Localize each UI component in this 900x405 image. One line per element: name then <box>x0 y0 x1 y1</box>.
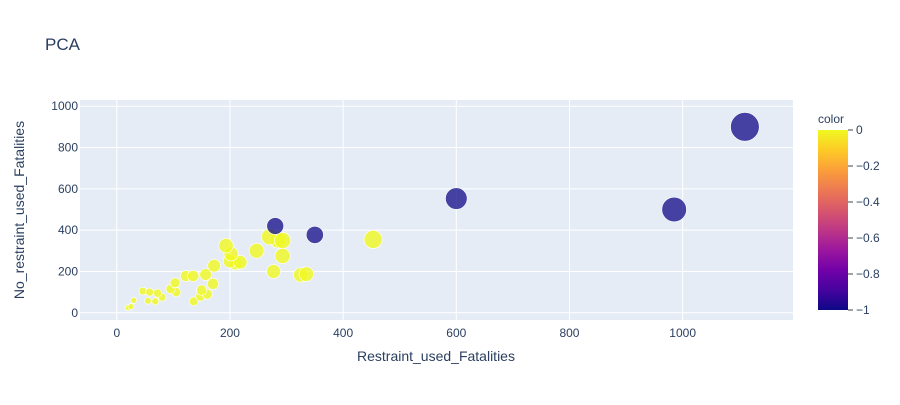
data-point-9 <box>274 232 291 249</box>
y-tick-label-0: 0 <box>71 306 78 320</box>
y-axis-ticks: 0 200 400 600 800 1000 <box>51 99 78 320</box>
x-tick-label-0: 0 <box>113 326 120 340</box>
data-point-2 <box>445 187 468 210</box>
y-tick-label-3: 600 <box>58 182 78 196</box>
x-tick-label-5: 1000 <box>669 326 696 340</box>
y-tick-label-1: 200 <box>58 264 78 278</box>
colorbar-tick-label-3: −0.6 <box>856 231 880 245</box>
x-tick-label-1: 200 <box>220 326 240 340</box>
colorbar-ticks: 0 −0.2 −0.4 −0.6 −0.8 −1 <box>848 123 880 317</box>
data-point-33 <box>151 297 160 306</box>
data-points <box>124 112 760 311</box>
x-axis-ticks: 0 200 400 600 800 1000 <box>113 326 696 340</box>
colorbar-tick-label-2: −0.4 <box>856 195 880 209</box>
data-point-34 <box>145 287 154 297</box>
data-point-32 <box>153 288 162 298</box>
data-point-1 <box>661 196 687 223</box>
x-axis-label: Restraint_used_Fatalities <box>357 348 515 364</box>
y-tick-label-2: 400 <box>58 223 78 237</box>
data-point-28 <box>169 277 181 289</box>
x-tick-label-2: 400 <box>333 326 353 340</box>
data-point-23 <box>196 284 208 296</box>
data-point-26 <box>187 270 200 282</box>
data-point-21 <box>199 268 212 281</box>
y-tick-label-4: 800 <box>58 141 78 155</box>
chart-title: PCA <box>45 35 81 54</box>
colorbar-gradient <box>818 130 848 310</box>
grid-lines <box>80 100 793 320</box>
x-tick-label-3: 600 <box>446 326 466 340</box>
colorbar-tick-label-1: −0.2 <box>856 159 880 173</box>
colorbar-title: color <box>818 112 844 126</box>
data-point-5 <box>363 230 383 249</box>
data-point-14 <box>232 254 248 270</box>
data-point-20 <box>207 277 219 290</box>
colorbar-tick-label-5: −1 <box>856 303 870 317</box>
data-point-12 <box>266 264 281 279</box>
colorbar-tick-label-4: −0.8 <box>856 267 880 281</box>
colorbar-tick-label-0: 0 <box>856 123 863 137</box>
data-point-25 <box>189 296 199 307</box>
data-point-37 <box>130 297 138 304</box>
data-point-3 <box>305 225 324 244</box>
data-point-8 <box>274 248 291 264</box>
data-point-35 <box>144 297 152 305</box>
data-point-4 <box>266 217 284 235</box>
colorbar: color 0 −0.2 −0.4 −0.6 −0.8 −1 <box>818 112 880 317</box>
y-tick-label-5: 1000 <box>51 99 78 113</box>
data-point-38 <box>127 303 135 310</box>
y-axis-label: No_restraint_used_Fatalities <box>11 121 27 299</box>
data-point-18 <box>218 238 234 254</box>
data-point-0 <box>730 112 760 142</box>
data-point-13 <box>248 243 265 259</box>
x-tick-label-4: 800 <box>559 326 579 340</box>
data-point-19 <box>207 258 221 273</box>
data-point-6 <box>298 266 314 282</box>
